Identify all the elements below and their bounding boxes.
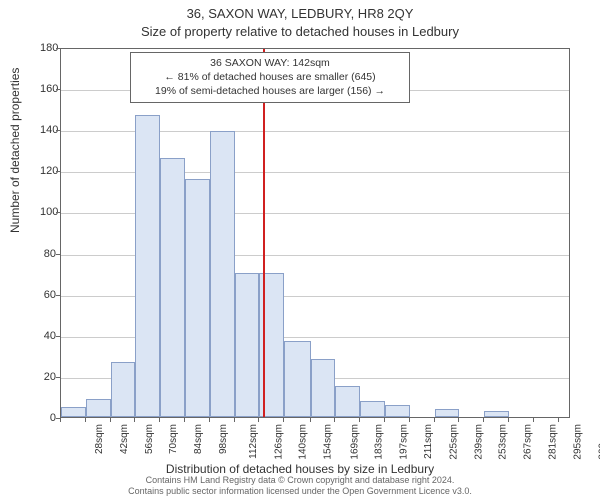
footer-line-1: Contains HM Land Registry data © Crown c… bbox=[0, 475, 600, 486]
x-tick-label: 183sqm bbox=[374, 424, 385, 460]
histogram-bar bbox=[484, 411, 509, 417]
x-tick-mark bbox=[60, 418, 61, 422]
x-tick-label: 295sqm bbox=[572, 424, 583, 460]
x-tick-mark bbox=[558, 418, 559, 422]
x-tick-label: 154sqm bbox=[323, 424, 334, 460]
x-tick-mark bbox=[258, 418, 259, 422]
y-tick-label: 40 bbox=[40, 330, 56, 342]
y-tick-mark bbox=[56, 48, 60, 49]
x-tick-mark bbox=[359, 418, 360, 422]
x-tick-mark bbox=[110, 418, 111, 422]
y-axis-label: Number of detached properties bbox=[8, 68, 22, 233]
plot-area bbox=[60, 48, 570, 418]
x-tick-label: 84sqm bbox=[193, 424, 204, 454]
histogram-bar bbox=[210, 131, 235, 417]
x-tick-mark bbox=[209, 418, 210, 422]
x-tick-mark bbox=[533, 418, 534, 422]
x-tick-mark bbox=[234, 418, 235, 422]
x-tick-mark bbox=[184, 418, 185, 422]
x-tick-mark bbox=[283, 418, 284, 422]
chart-title-1: 36, SAXON WAY, LEDBURY, HR8 2QY bbox=[0, 6, 600, 21]
info-line-3: 19% of semi-detached houses are larger (… bbox=[137, 84, 403, 98]
x-tick-label: 169sqm bbox=[349, 424, 360, 460]
histogram-bar bbox=[111, 362, 136, 418]
x-axis-label: Distribution of detached houses by size … bbox=[0, 462, 600, 476]
histogram-bar bbox=[86, 399, 111, 418]
chart-container: 36, SAXON WAY, LEDBURY, HR8 2QY Size of … bbox=[0, 0, 600, 500]
x-tick-mark bbox=[458, 418, 459, 422]
x-tick-label: 126sqm bbox=[273, 424, 284, 460]
x-tick-label: 281sqm bbox=[548, 424, 559, 460]
x-tick-label: 267sqm bbox=[523, 424, 534, 460]
histogram-bar bbox=[135, 115, 160, 417]
x-tick-label: 112sqm bbox=[248, 424, 259, 459]
x-tick-label: 197sqm bbox=[399, 424, 410, 460]
histogram-bar bbox=[360, 401, 385, 417]
info-line-2: ← 81% of detached houses are smaller (64… bbox=[137, 70, 403, 84]
x-tick-mark bbox=[334, 418, 335, 422]
y-tick-label: 160 bbox=[40, 83, 56, 95]
histogram-bar bbox=[435, 409, 460, 417]
x-tick-mark bbox=[85, 418, 86, 422]
histogram-bar bbox=[335, 386, 360, 417]
y-tick-mark bbox=[56, 171, 60, 172]
y-tick-label: 20 bbox=[40, 371, 56, 383]
footer-attribution: Contains HM Land Registry data © Crown c… bbox=[0, 475, 600, 497]
histogram-bar bbox=[385, 405, 410, 417]
x-tick-mark bbox=[159, 418, 160, 422]
y-tick-label: 120 bbox=[40, 165, 56, 177]
x-tick-label: 70sqm bbox=[168, 424, 179, 454]
info-box: 36 SAXON WAY: 142sqm ← 81% of detached h… bbox=[130, 52, 410, 103]
y-tick-mark bbox=[56, 377, 60, 378]
histogram-bar bbox=[160, 158, 185, 417]
y-tick-label: 100 bbox=[40, 206, 56, 218]
y-tick-label: 180 bbox=[40, 42, 56, 54]
x-tick-mark bbox=[483, 418, 484, 422]
y-tick-mark bbox=[56, 295, 60, 296]
x-tick-mark bbox=[384, 418, 385, 422]
chart-title-2: Size of property relative to detached ho… bbox=[0, 24, 600, 39]
y-tick-mark bbox=[56, 254, 60, 255]
x-tick-label: 56sqm bbox=[144, 424, 155, 454]
x-tick-label: 98sqm bbox=[218, 424, 229, 454]
y-tick-label: 140 bbox=[40, 124, 56, 136]
y-tick-label: 60 bbox=[40, 289, 56, 301]
x-tick-label: 42sqm bbox=[119, 424, 130, 454]
x-tick-label: 225sqm bbox=[448, 424, 459, 460]
x-tick-label: 253sqm bbox=[498, 424, 509, 460]
y-tick-mark bbox=[56, 212, 60, 213]
y-tick-label: 0 bbox=[40, 412, 56, 424]
y-tick-mark bbox=[56, 130, 60, 131]
x-tick-mark bbox=[310, 418, 311, 422]
x-tick-mark bbox=[409, 418, 410, 422]
x-tick-label: 140sqm bbox=[298, 424, 309, 460]
histogram-bar bbox=[284, 341, 311, 417]
x-tick-mark bbox=[134, 418, 135, 422]
info-line-1: 36 SAXON WAY: 142sqm bbox=[137, 56, 403, 70]
y-tick-mark bbox=[56, 89, 60, 90]
histogram-bar bbox=[185, 179, 210, 417]
x-tick-label: 211sqm bbox=[423, 424, 434, 459]
x-tick-mark bbox=[508, 418, 509, 422]
y-tick-mark bbox=[56, 336, 60, 337]
marker-line bbox=[263, 49, 265, 417]
y-tick-label: 80 bbox=[40, 248, 56, 260]
histogram-bar bbox=[61, 407, 86, 417]
histogram-bar bbox=[311, 359, 336, 417]
x-tick-mark bbox=[434, 418, 435, 422]
histogram-bar bbox=[235, 273, 260, 417]
x-tick-label: 28sqm bbox=[94, 424, 105, 454]
footer-line-2: Contains public sector information licen… bbox=[0, 486, 600, 497]
x-tick-label: 239sqm bbox=[473, 424, 484, 460]
